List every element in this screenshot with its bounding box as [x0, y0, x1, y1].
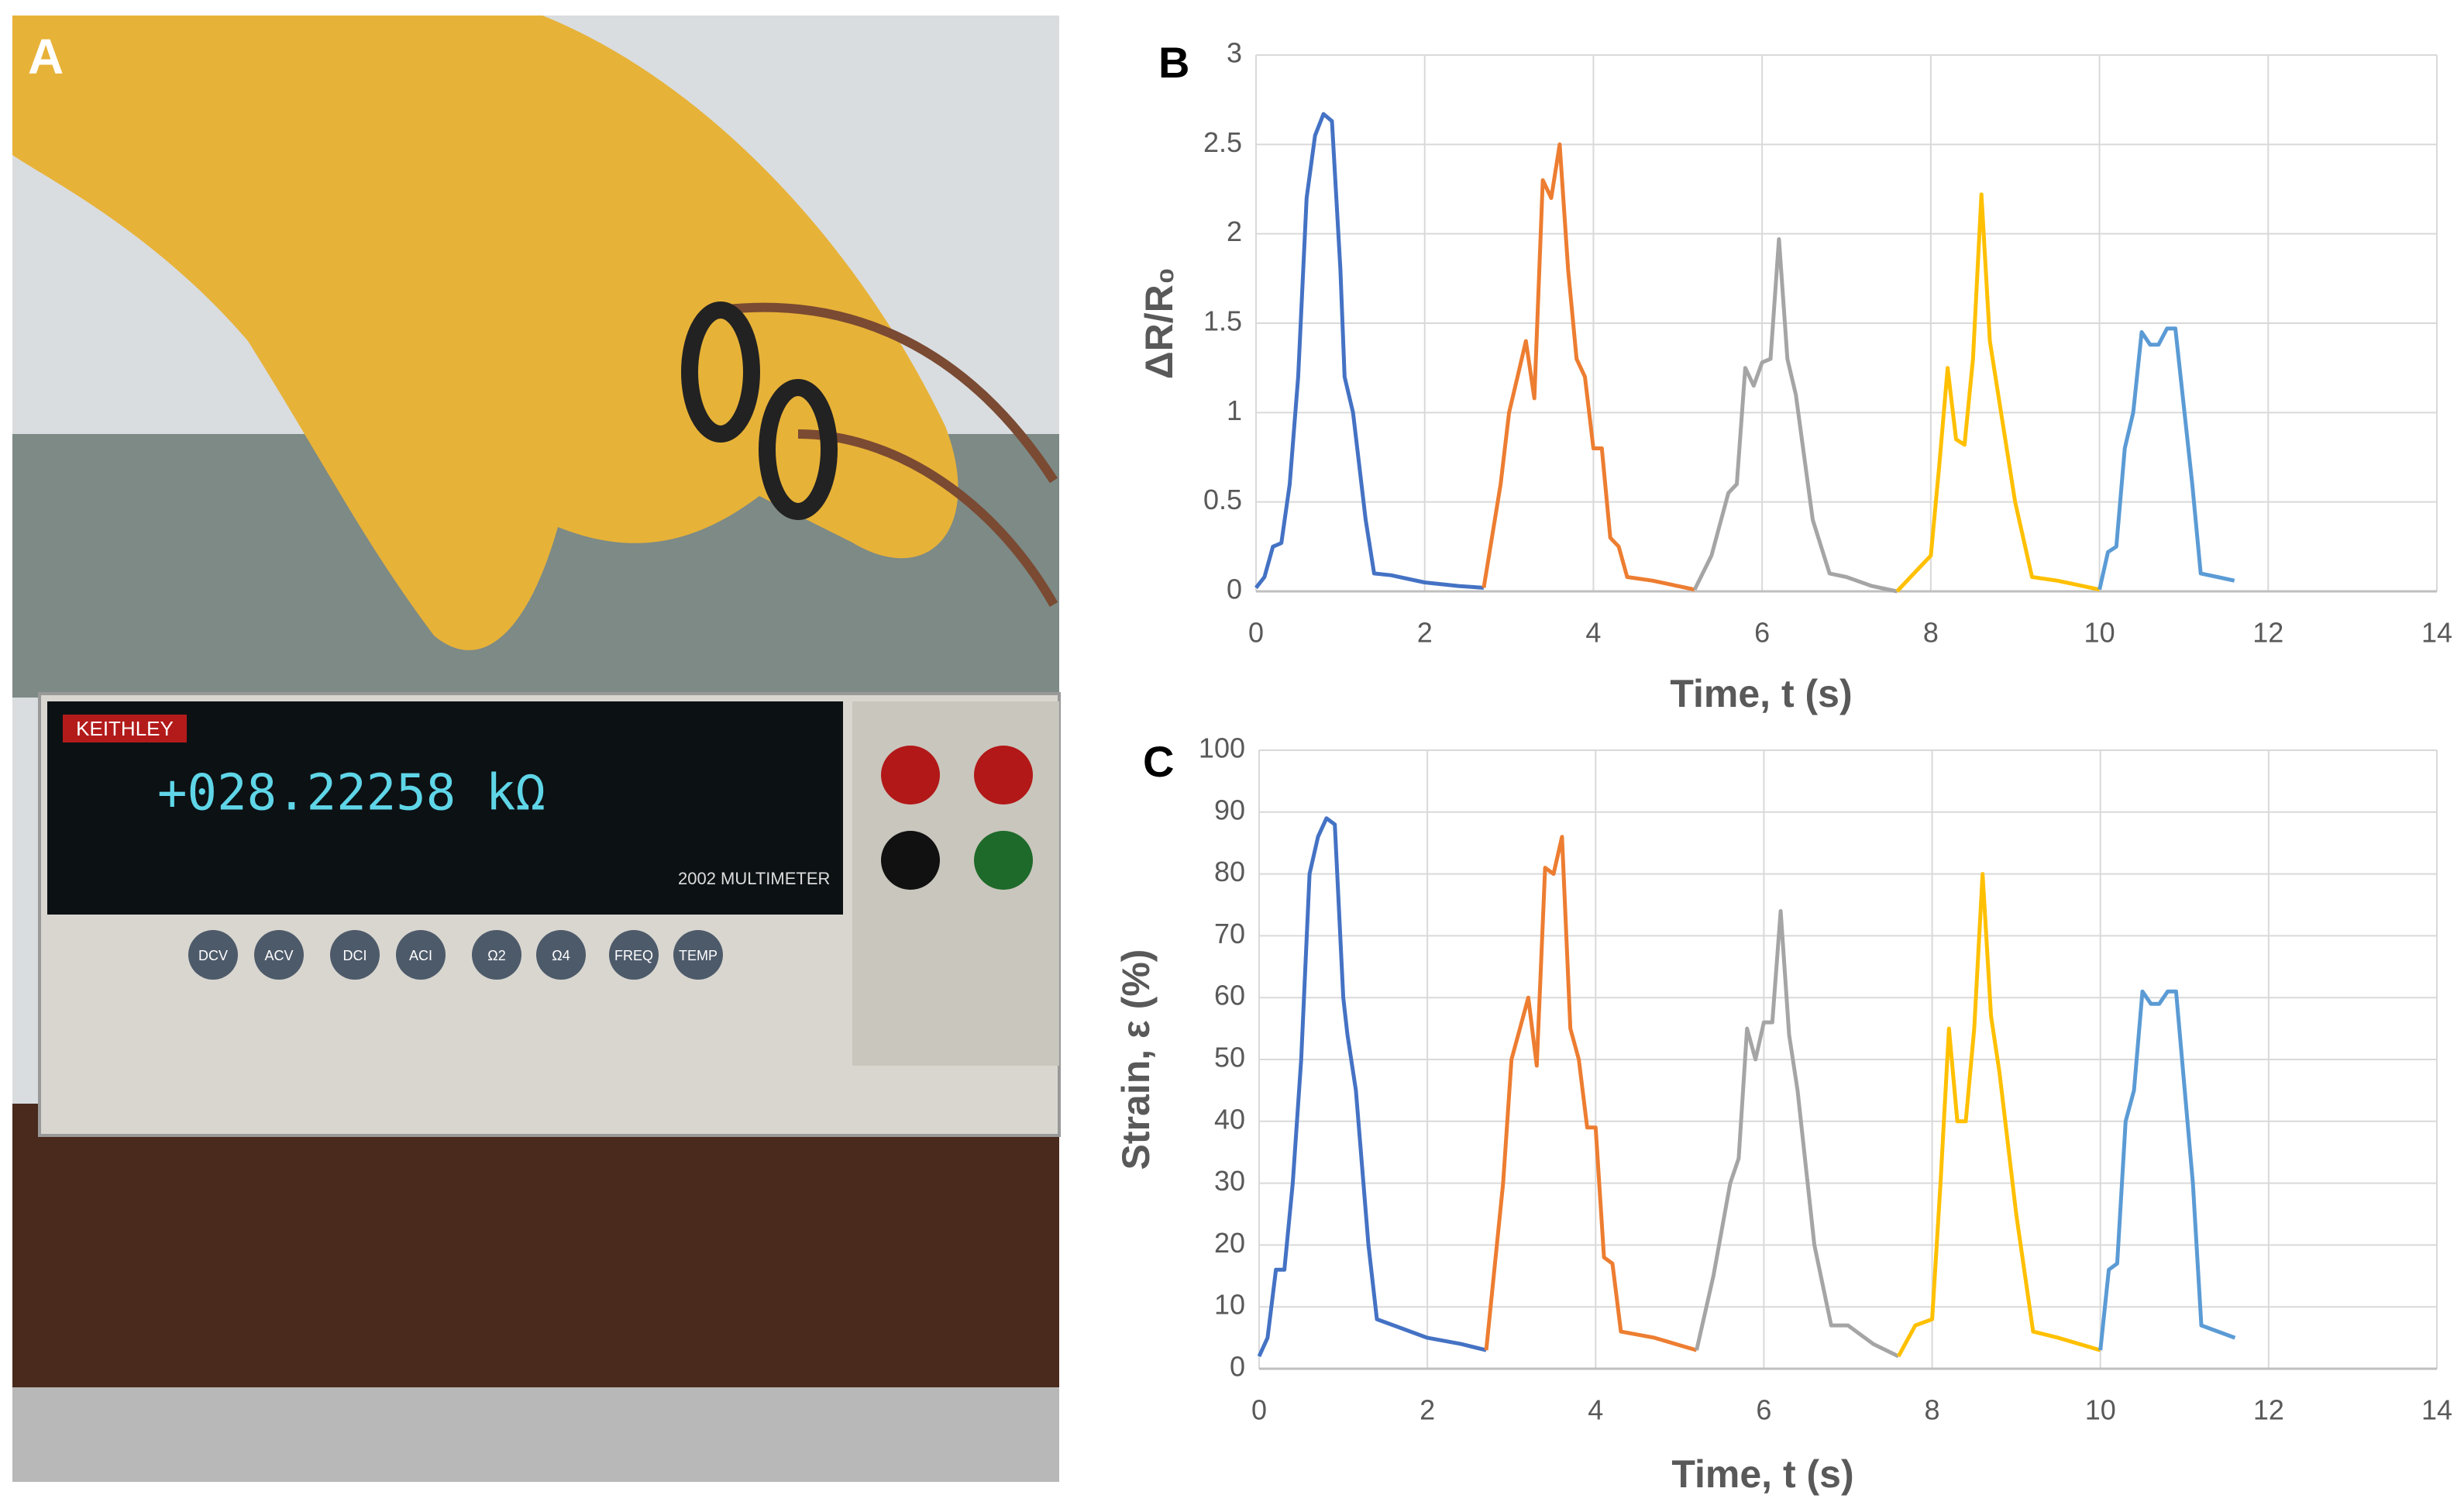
x-tick-label: 14 — [2421, 1394, 2452, 1426]
brand: KEITHLEY — [76, 717, 174, 740]
panel-label: B — [1158, 38, 1189, 87]
y-tick-label: 1.5 — [1203, 305, 1242, 337]
y-axis-title: Strain, ε (%) — [1114, 949, 1158, 1170]
button — [188, 930, 238, 980]
jack — [881, 746, 940, 804]
x-tick-label: 8 — [1923, 617, 1939, 649]
glove — [12, 16, 958, 650]
x-tick-label: 2 — [1417, 617, 1433, 649]
y-tick-label: 0 — [1227, 574, 1242, 605]
button-label: Ω4 — [552, 948, 570, 963]
input-panel — [852, 701, 1059, 1066]
jack — [974, 746, 1033, 804]
data-line — [1895, 192, 2101, 593]
jack — [881, 831, 940, 890]
button-label: TEMP — [679, 948, 718, 963]
y-tick-label: 0 — [1230, 1351, 1245, 1383]
data-line — [1896, 872, 2101, 1358]
model: 2002 MULTIMETER — [678, 869, 830, 888]
y-tick-label: 40 — [1214, 1103, 1245, 1135]
x-tick-label: 4 — [1585, 617, 1601, 649]
button — [396, 930, 446, 980]
y-tick-label: 10 — [1214, 1289, 1245, 1321]
y-tick-label: 2 — [1227, 215, 1242, 247]
data-line — [1692, 237, 1898, 594]
button — [330, 930, 380, 980]
ring-sensor — [681, 301, 760, 443]
button — [536, 930, 586, 980]
button-label: DCV — [198, 948, 228, 963]
x-tick-label: 2 — [1420, 1394, 1435, 1426]
y-tick-label: 1 — [1227, 394, 1242, 426]
x-tick-label: 12 — [2252, 617, 2283, 649]
x-tick-label: 0 — [1251, 1394, 1267, 1426]
y-tick-label: 50 — [1214, 1042, 1245, 1073]
x-tick-label: 8 — [1925, 1394, 1940, 1426]
data-line — [1481, 142, 1695, 592]
x-tick-label: 0 — [1248, 617, 1264, 649]
data-line — [1484, 835, 1698, 1352]
data-line — [2098, 989, 2236, 1351]
x-axis-title: Time, t (s) — [1671, 1452, 1853, 1496]
ring-sensor — [759, 379, 838, 520]
y-tick-label: 80 — [1214, 856, 1245, 887]
x-axis-title: Time, t (s) — [1670, 672, 1852, 715]
x-tick-label: 6 — [1754, 617, 1770, 649]
button — [472, 930, 521, 980]
button — [609, 930, 659, 980]
y-tick-label: 90 — [1214, 794, 1245, 825]
y-tick-label: 100 — [1199, 732, 1245, 764]
panel-label: C — [1143, 737, 1174, 786]
x-tick-label: 12 — [2253, 1394, 2284, 1426]
y-tick-label: 70 — [1214, 918, 1245, 949]
y-tick-label: 20 — [1214, 1227, 1245, 1259]
y-tick-label: 3 — [1227, 37, 1242, 69]
button — [673, 930, 723, 980]
button-label: FREQ — [614, 948, 653, 963]
display-reading: +028.22258 kΩ — [157, 765, 545, 822]
x-tick-label: 10 — [2085, 1394, 2116, 1426]
brand-plate — [63, 715, 187, 742]
button-label: ACV — [264, 948, 293, 963]
x-tick-label: 14 — [2421, 617, 2452, 649]
jack — [974, 831, 1033, 890]
button — [254, 930, 304, 980]
x-tick-label: 10 — [2084, 617, 2115, 649]
wire — [720, 302, 1058, 484]
button-label: Ω2 — [487, 948, 505, 963]
data-line — [2097, 326, 2235, 591]
y-tick-label: 60 — [1214, 980, 1245, 1011]
y-tick-label: 2.5 — [1203, 126, 1242, 158]
x-tick-label: 4 — [1588, 1394, 1603, 1426]
data-line — [1695, 909, 1900, 1359]
button-label: ACI — [409, 948, 432, 963]
x-tick-label: 6 — [1756, 1394, 1771, 1426]
panel-label: A — [28, 29, 64, 84]
y-axis-title: ΔR/R₀ — [1137, 267, 1181, 380]
y-tick-label: 30 — [1214, 1165, 1245, 1197]
tray — [12, 1387, 1059, 1482]
photo — [12, 16, 1061, 1482]
data-line — [1254, 112, 1485, 590]
data-line — [1257, 816, 1487, 1358]
y-tick-label: 0.5 — [1203, 484, 1242, 515]
button-label: DCI — [343, 948, 367, 963]
